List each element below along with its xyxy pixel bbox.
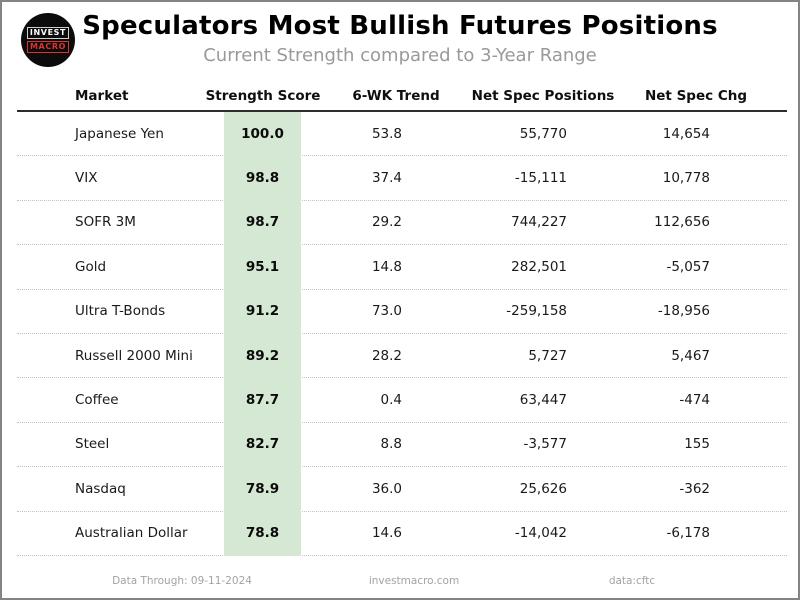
strength-score-cell: 98.8 (245, 170, 280, 187)
column-header-market: Market (75, 88, 129, 104)
table-body: Japanese Yen 100.0 53.8 55,770 14,654 VI… (17, 112, 787, 556)
strength-score-cell: 95.1 (245, 258, 280, 275)
net-spec-chg-cell: -5,057 (666, 258, 710, 275)
data-through-label: Data Through: 09-11-2024 (112, 575, 252, 587)
table-row: Steel 82.7 8.8 -3,577 155 (17, 423, 787, 468)
net-spec-positions-cell: 25,626 (519, 480, 567, 497)
strength-score-cell: 78.8 (245, 525, 280, 542)
page-title: Speculators Most Bullish Futures Positio… (82, 11, 718, 41)
table-row: Nasdaq 78.9 36.0 25,626 -362 (17, 467, 787, 512)
six-week-trend-cell: 0.4 (380, 392, 402, 409)
six-week-trend-cell: 8.8 (380, 436, 402, 453)
net-spec-chg-cell: 10,778 (662, 170, 710, 187)
six-week-trend-cell: 28.2 (371, 347, 402, 364)
market-cell: Coffee (75, 392, 119, 409)
table-row: Ultra T-Bonds 91.2 73.0 -259,158 -18,956 (17, 290, 787, 334)
positions-table: Market Strength Score 6-WK Trend Net Spe… (17, 82, 787, 556)
six-week-trend-cell: 14.6 (371, 525, 402, 542)
six-week-trend-cell: 14.8 (371, 258, 402, 275)
table-row: Gold 95.1 14.8 282,501 -5,057 (17, 245, 787, 290)
net-spec-chg-cell: 112,656 (654, 214, 710, 231)
table-row: Japanese Yen 100.0 53.8 55,770 14,654 (17, 112, 787, 157)
market-cell: Gold (75, 258, 107, 275)
column-header-strength-score: Strength Score (205, 88, 321, 104)
market-cell: VIX (75, 170, 98, 187)
column-header-net-spec-positions: Net Spec Positions (471, 88, 615, 104)
net-spec-positions-cell: 744,227 (511, 214, 567, 231)
table-row: VIX 98.8 37.4 -15,111 10,778 (17, 156, 787, 201)
market-cell: Steel (75, 436, 110, 453)
strength-score-cell: 82.7 (245, 436, 280, 453)
net-spec-positions-cell: -14,042 (514, 525, 567, 542)
net-spec-chg-cell: -474 (679, 392, 710, 409)
strength-score-cell: 91.2 (245, 303, 280, 320)
table-row: Coffee 87.7 0.4 63,447 -474 (17, 378, 787, 423)
strength-score-cell: 87.7 (245, 392, 280, 409)
net-spec-positions-cell: 55,770 (519, 125, 567, 142)
market-cell: Japanese Yen (75, 125, 164, 142)
strength-score-highlight-band (224, 112, 301, 556)
market-cell: Russell 2000 Mini (75, 347, 193, 364)
market-cell: Australian Dollar (75, 525, 188, 542)
column-header-6wk-trend: 6-WK Trend (352, 88, 440, 104)
six-week-trend-cell: 29.2 (371, 214, 402, 231)
data-source-label: data:cftc (608, 575, 656, 587)
net-spec-positions-cell: -15,111 (514, 170, 567, 187)
website-label: investmacro.com (368, 575, 460, 587)
six-week-trend-cell: 73.0 (371, 303, 402, 320)
six-week-trend-cell: 37.4 (371, 170, 402, 187)
six-week-trend-cell: 36.0 (371, 480, 402, 497)
net-spec-chg-cell: -18,956 (657, 303, 710, 320)
logo-macro-text: MACRO (27, 41, 69, 53)
strength-score-cell: 78.9 (245, 480, 280, 497)
logo-invest-text: INVEST (26, 27, 70, 39)
net-spec-positions-cell: 282,501 (511, 258, 567, 275)
table-row: Russell 2000 Mini 89.2 28.2 5,727 5,467 (17, 334, 787, 379)
market-cell: Nasdaq (75, 480, 126, 497)
net-spec-chg-cell: -6,178 (666, 525, 710, 542)
net-spec-positions-cell: -3,577 (523, 436, 567, 453)
table-rows: Japanese Yen 100.0 53.8 55,770 14,654 VI… (17, 112, 787, 556)
net-spec-chg-cell: 155 (684, 436, 710, 453)
strength-score-cell: 89.2 (245, 347, 280, 364)
market-cell: SOFR 3M (75, 214, 136, 231)
table-header-row: Market Strength Score 6-WK Trend Net Spe… (17, 82, 787, 110)
six-week-trend-cell: 53.8 (371, 125, 402, 142)
table-row: Australian Dollar 78.8 14.6 -14,042 -6,1… (17, 512, 787, 556)
table-row: SOFR 3M 98.7 29.2 744,227 112,656 (17, 201, 787, 246)
net-spec-chg-cell: 14,654 (662, 125, 710, 142)
page-subtitle: Current Strength compared to 3-Year Rang… (203, 45, 597, 66)
net-spec-chg-cell: 5,467 (671, 347, 710, 364)
net-spec-positions-cell: -259,158 (506, 303, 567, 320)
strength-score-cell: 98.7 (245, 214, 280, 231)
column-header-net-spec-chg: Net Spec Chg (644, 88, 748, 104)
strength-score-cell: 100.0 (241, 125, 284, 142)
investmacro-logo-icon: INVEST MACRO (21, 13, 75, 67)
net-spec-positions-cell: 5,727 (528, 347, 567, 364)
header-divider-line (17, 110, 787, 112)
net-spec-positions-cell: 63,447 (519, 392, 567, 409)
net-spec-chg-cell: -362 (679, 480, 710, 497)
market-cell: Ultra T-Bonds (75, 303, 166, 320)
